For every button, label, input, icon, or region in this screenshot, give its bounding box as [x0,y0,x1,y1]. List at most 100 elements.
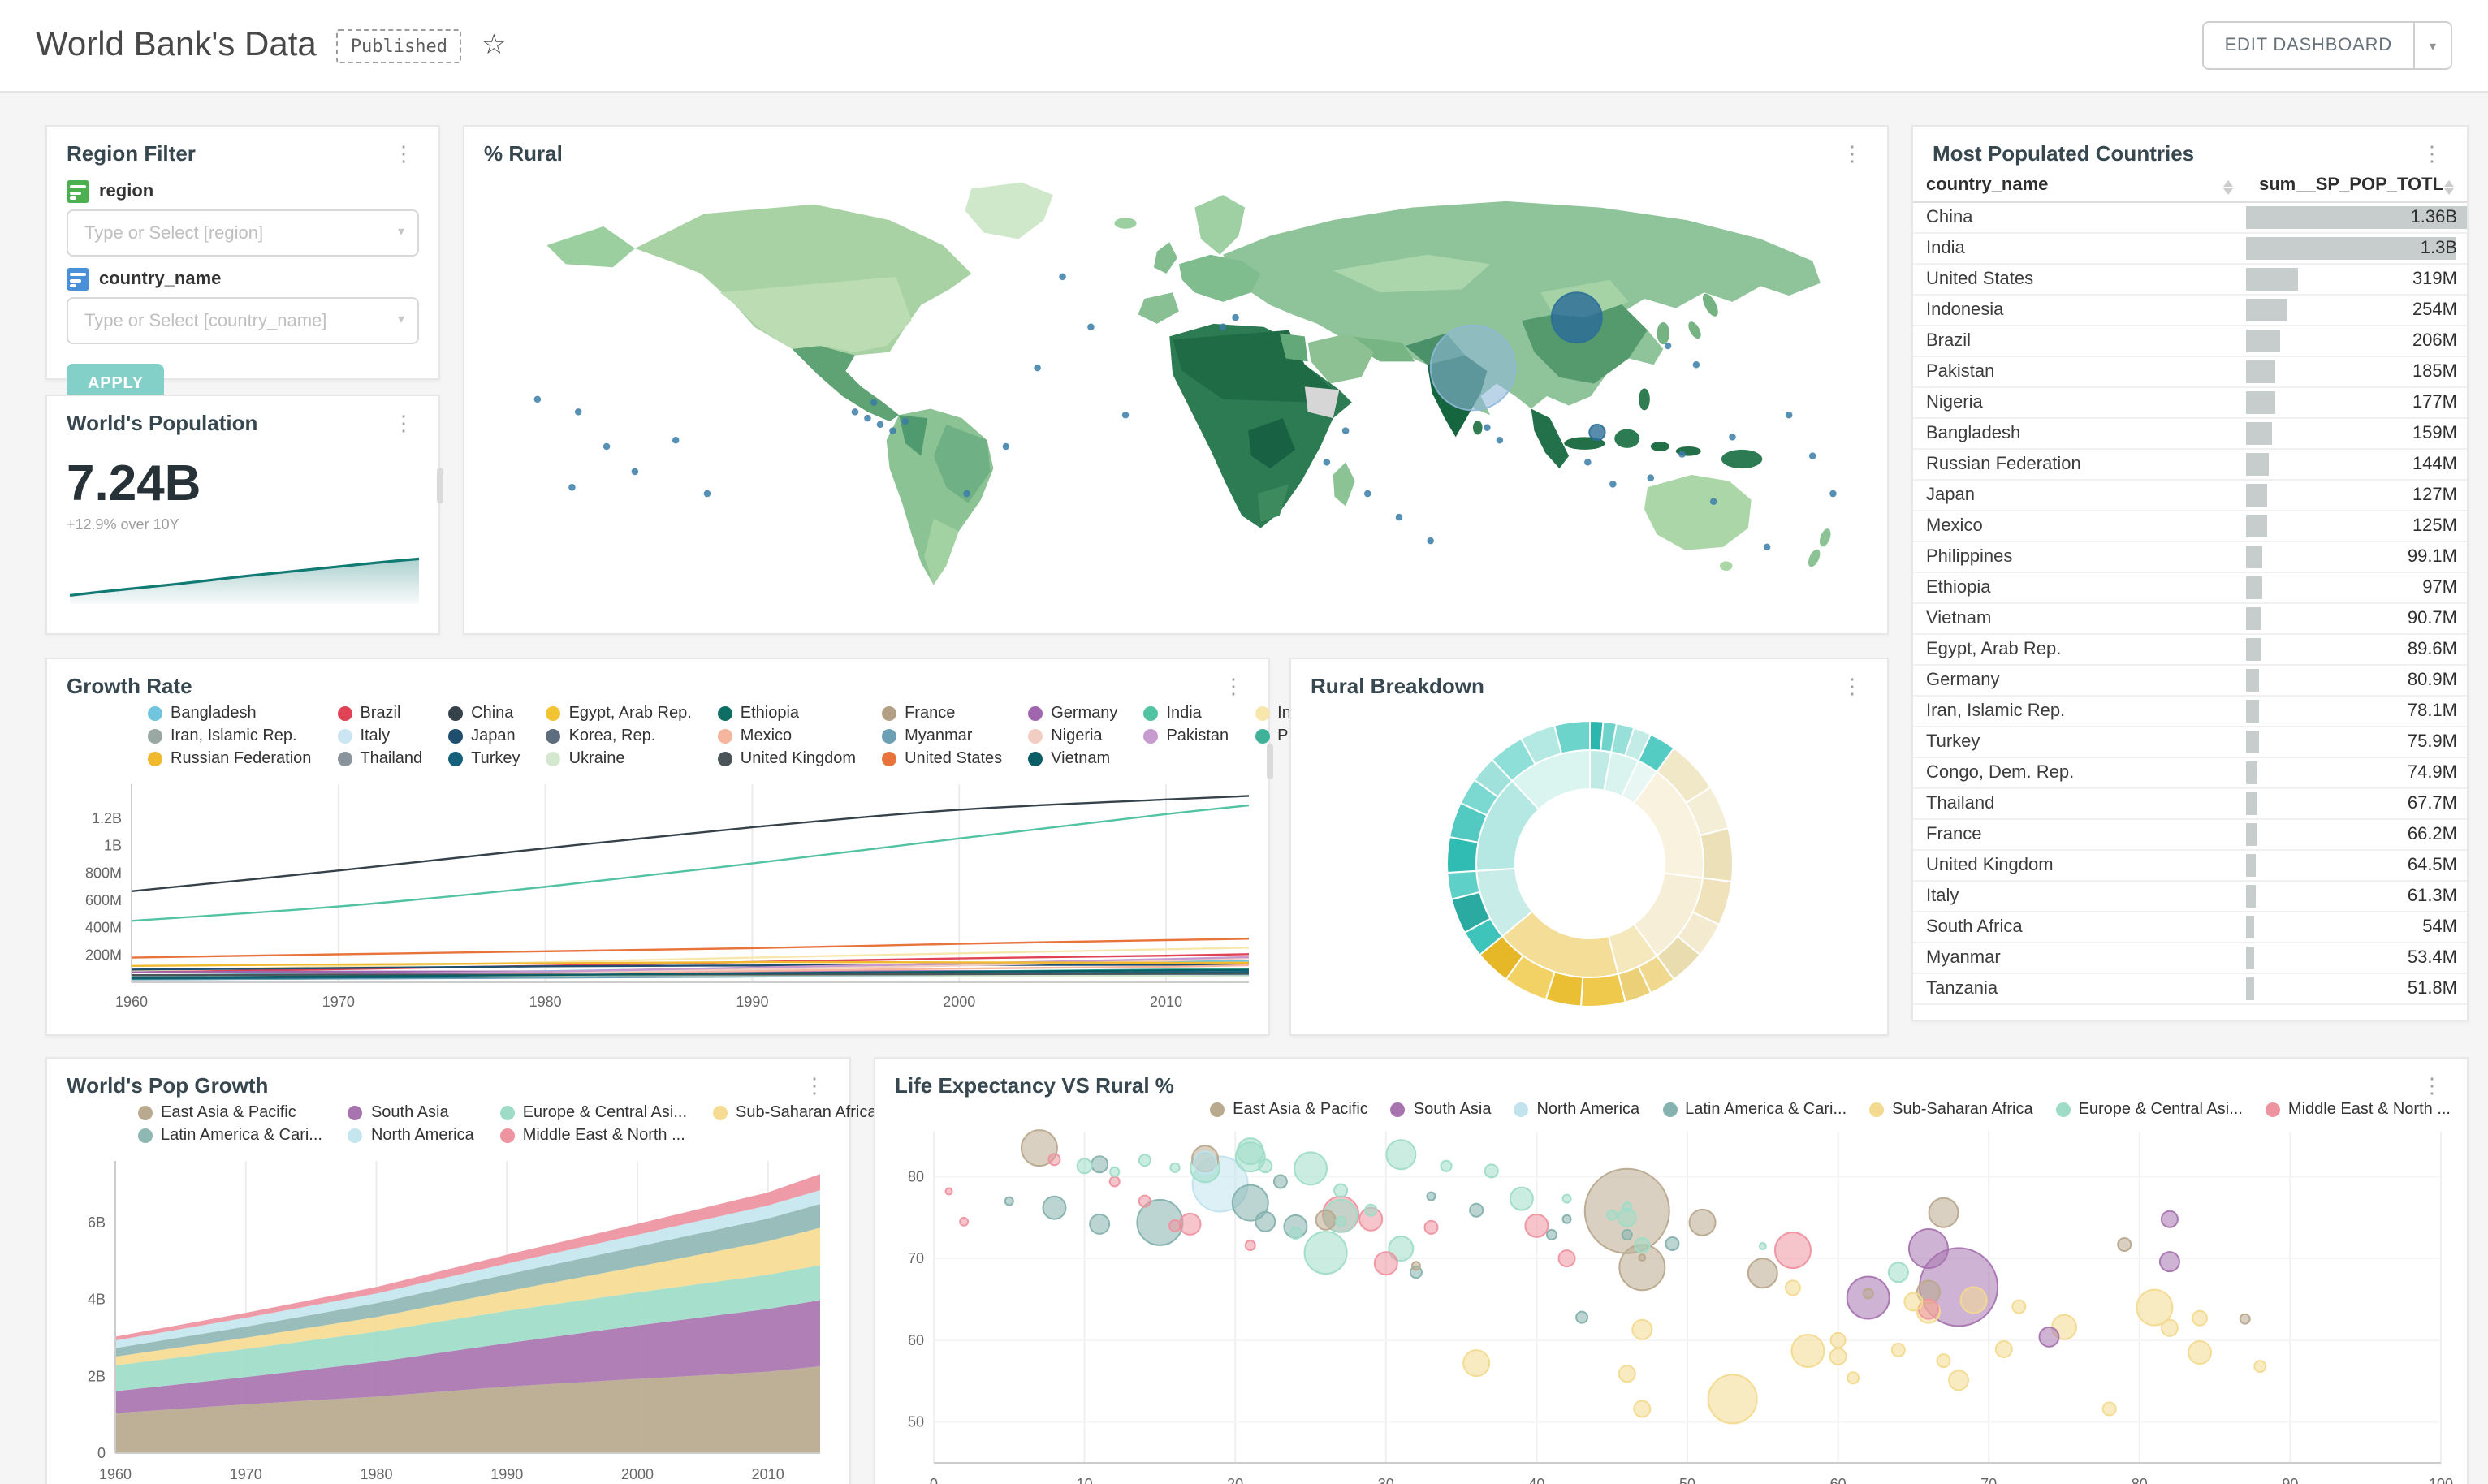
area-europe-central-asi[interactable] [115,1265,820,1391]
scatter-point[interactable] [1364,1203,1378,1217]
scatter-point[interactable] [944,1187,953,1196]
table-row-thailand[interactable]: Thailand 67.7M [1913,788,2467,820]
scatter-point[interactable] [1193,1150,1218,1176]
table-row-brazil[interactable]: Brazil 206M [1913,326,2467,357]
scatter-point[interactable] [1258,1158,1273,1174]
scatter-point[interactable] [1089,1213,1111,1235]
scatter-point[interactable] [1423,1219,1439,1235]
legend-item-mexico[interactable]: Mexico [717,727,856,745]
legend-item-italy[interactable]: Italy [337,727,422,745]
legend-item-korea-rep[interactable]: Korea, Rep. [546,727,692,745]
scatter-point[interactable] [1462,1349,1491,1378]
legend-item-turkey[interactable]: Turkey [448,750,520,768]
pop-growth-chart[interactable]: 0 2B 4B 6B 1960 1970 1980 1990 2000 2010 [47,1148,849,1484]
life-expectancy-chart[interactable]: 50 60 70 80 0 10 20 30 40 50 60 70 80 90 100 [875,1122,2467,1484]
area-north-america[interactable] [115,1190,820,1348]
scatter-point[interactable] [1790,1333,1825,1368]
region-select-input[interactable] [67,209,419,257]
table-row-france[interactable]: France 66.2M [1913,819,2467,851]
legend-item-iran-islamic-rep[interactable]: Iran, Islamic Rep. [148,727,311,745]
resize-handle[interactable] [1267,744,1273,779]
scatter-point[interactable] [1665,1236,1680,1252]
legend-item-bangladesh[interactable]: Bangladesh [148,705,311,723]
table-row-italy[interactable]: Italy 61.3M [1913,881,2467,912]
legend-item-europe-central-asi[interactable]: Europe & Central Asi... [499,1104,687,1122]
scatter-point[interactable] [1524,1213,1549,1238]
legend-item-latin-america-cari[interactable]: Latin America & Cari... [138,1127,322,1145]
scatter-point[interactable] [1315,1209,1337,1231]
table-row-turkey[interactable]: Turkey 75.9M [1913,727,2467,758]
scatter-point[interactable] [2011,1299,2027,1314]
scatter-point[interactable] [1903,1292,1924,1312]
scatter-point[interactable] [1928,1197,1959,1228]
legend-item-china[interactable]: China [448,705,520,723]
table-row-mexico[interactable]: Mexico 125M [1913,511,2467,542]
scatter-point[interactable] [1633,1400,1652,1418]
scatter-point[interactable] [1618,1365,1636,1383]
table-row-ethiopia[interactable]: Ethiopia 97M [1913,572,2467,604]
scatter-point[interactable] [1747,1258,1778,1289]
card-menu-icon[interactable]: ⋮ [1223,674,1244,698]
legend-item-north-america[interactable]: North America [348,1127,474,1145]
legend-item-germany[interactable]: Germany [1028,705,1117,723]
table-row-china[interactable]: China 1.36B [1913,202,2467,234]
table-row-tanzania[interactable]: Tanzania 51.8M [1913,973,2467,1005]
scatter-point[interactable] [1887,1262,1909,1283]
scatter-point[interactable] [1847,1371,1860,1385]
table-row-nigeria[interactable]: Nigeria 177M [1913,387,2467,419]
line-india[interactable] [131,804,1250,922]
table-row-bangladesh[interactable]: Bangladesh 159M [1913,418,2467,450]
scatter-point[interactable] [1959,1286,1988,1314]
legend-item-russian-federation[interactable]: Russian Federation [148,750,311,768]
legend-item-south-asia[interactable]: South Asia [1390,1101,1491,1119]
legend-item-brazil[interactable]: Brazil [337,705,422,723]
column-header-population-sum[interactable]: sum__SP_POP_TOTL [2246,169,2467,203]
table-row-germany[interactable]: Germany 80.9M [1913,665,2467,697]
scatter-point[interactable] [1373,1251,1398,1276]
table-row-vietnam[interactable]: Vietnam 90.7M [1913,603,2467,635]
table-row-united-states[interactable]: United States 319M [1913,264,2467,296]
legend-item-india[interactable]: India [1143,705,1229,723]
resize-handle[interactable] [437,468,443,503]
table-row-pakistan[interactable]: Pakistan 185M [1913,356,2467,388]
scatter-point[interactable] [1047,1153,1061,1167]
scatter-point[interactable] [1638,1253,1647,1262]
scatter-point[interactable] [1410,1261,1421,1271]
legend-item-united-states[interactable]: United States [882,750,1002,768]
card-menu-icon[interactable]: ⋮ [393,411,414,435]
scatter-point[interactable] [1236,1137,1264,1166]
legend-item-middle-east-north[interactable]: Middle East & North ... [499,1127,687,1145]
scatter-point[interactable] [1426,1191,1436,1201]
line-united-states[interactable] [131,938,1250,959]
scatter-point[interactable] [1545,1228,1557,1240]
legend-item-myanmar[interactable]: Myanmar [882,727,1002,745]
scatter-point[interactable] [1994,1339,2013,1358]
scatter-point[interactable] [1138,1154,1151,1167]
legend-item-europe-central-asi[interactable]: Europe & Central Asi... [2055,1101,2243,1119]
table-row-indonesia[interactable]: Indonesia 254M [1913,295,2467,326]
card-menu-icon[interactable]: ⋮ [804,1073,825,1098]
scatter-point[interactable] [1335,1215,1347,1227]
scatter-point[interactable] [1634,1237,1651,1254]
scatter-point[interactable] [1108,1176,1121,1188]
country-select-input[interactable] [67,297,419,344]
table-row-congo-dem-rep[interactable]: Congo, Dem. Rep. 74.9M [1913,757,2467,789]
scatter-point[interactable] [2188,1340,2213,1365]
scatter-point[interactable] [1169,1162,1181,1173]
donut-outer-segment[interactable] [1579,973,1626,1007]
donut-outer-segment[interactable] [1699,827,1734,883]
published-badge[interactable]: Published [335,28,462,63]
legend-item-egypt-arab-rep[interactable]: Egypt, Arab Rep. [546,705,692,723]
legend-item-north-america[interactable]: North America [1514,1101,1639,1119]
area-middle-east-north[interactable] [115,1174,820,1341]
scatter-point[interactable] [1862,1288,1874,1300]
legend-item-latin-america-cari[interactable]: Latin America & Cari... [1662,1101,1847,1119]
card-menu-icon[interactable]: ⋮ [1842,674,1863,698]
scatter-point[interactable] [1440,1159,1453,1172]
edit-dashboard-caret-icon[interactable]: ▾ [2414,21,2452,70]
scatter-point[interactable] [2239,1313,2251,1325]
scatter-point[interactable] [1020,1129,1058,1167]
scatter-point[interactable] [1561,1214,1572,1224]
legend-item-thailand[interactable]: Thailand [337,750,422,768]
scatter-point[interactable] [1231,1184,1269,1222]
